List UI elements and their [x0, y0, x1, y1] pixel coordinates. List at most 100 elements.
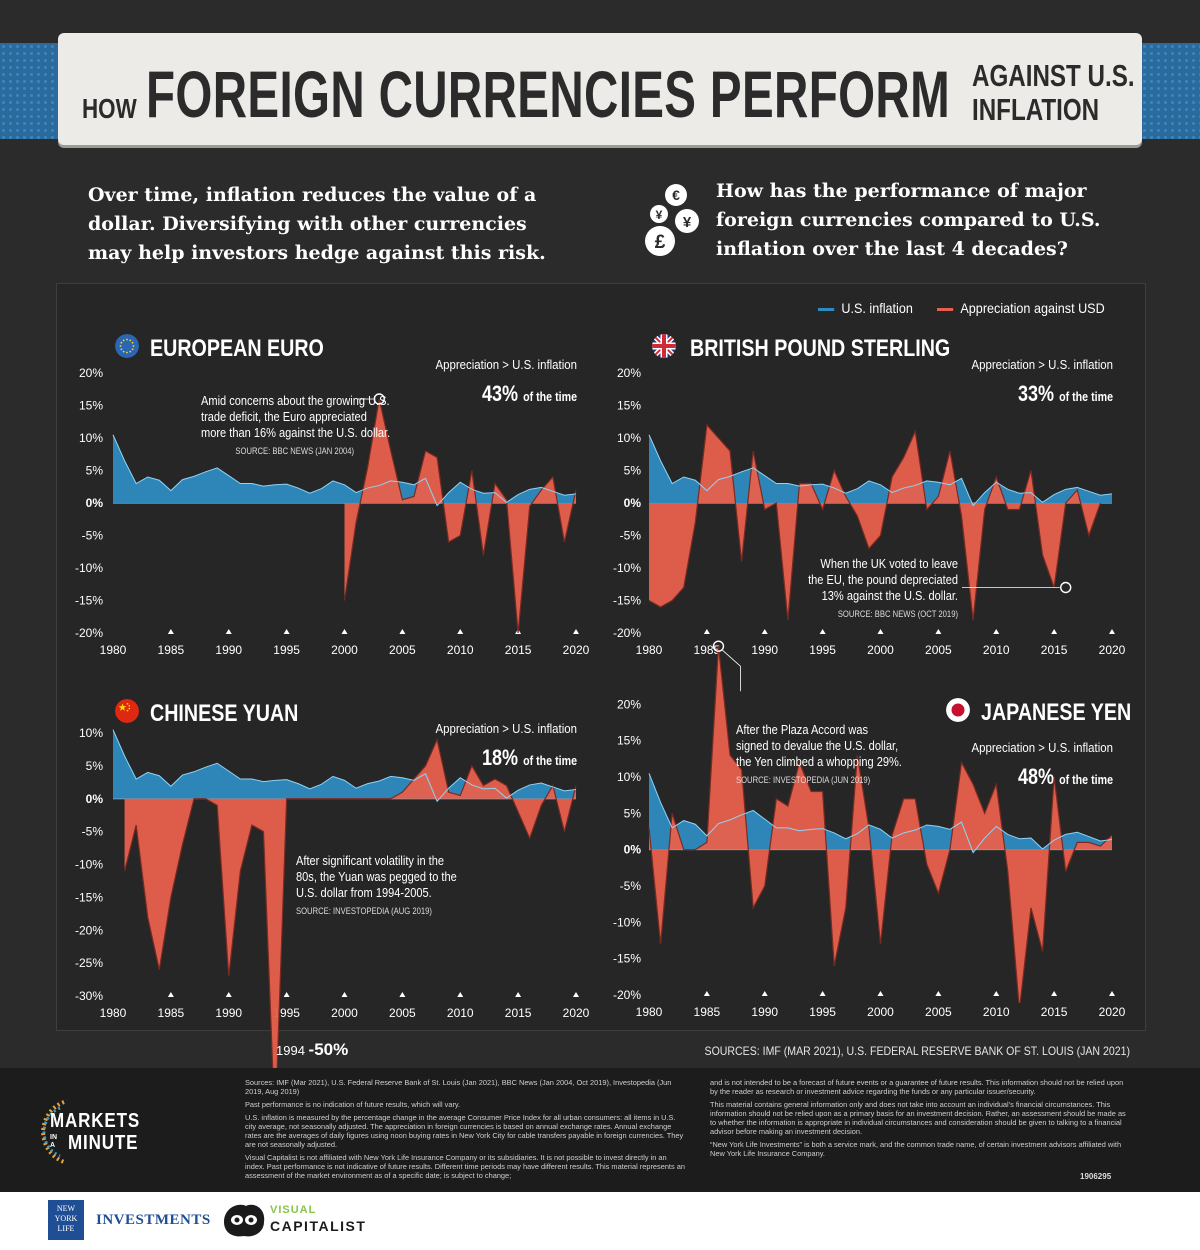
disclaimer-sources: Sources: IMF (Mar 2021), U.S. Federal Re… [245, 1078, 672, 1096]
yuan-x-tick-label: 2015 [505, 1006, 532, 1020]
bottom-bar [0, 1192, 1200, 1250]
japan-flag-icon [946, 698, 970, 722]
yuan-y-tick-label: 10% [79, 726, 103, 740]
disclaimer-inflation-method: U.S. inflation is measured by the percen… [245, 1113, 684, 1149]
pound-y-tick-label: -5% [620, 529, 642, 543]
euro-stat: 43% of the time [413, 381, 577, 407]
euro-y-tick-label: -5% [82, 529, 104, 543]
euro-x-tick-marker [399, 629, 406, 634]
euro-annotation: Amid concerns about the growing U.S. tra… [201, 393, 391, 459]
nyl-line2: YORK [54, 1214, 78, 1223]
yen-annotation-line1: After the Plaza Accord was [736, 722, 869, 737]
yuan-y-tick-label: 5% [86, 759, 104, 773]
euro-x-tick-label: 2005 [389, 643, 416, 657]
euro-x-tick-label: 2015 [505, 643, 532, 657]
yuan-y-tick-label: -30% [75, 989, 103, 1003]
intro-right-line3: inflation over the last 4 decades? [716, 238, 1068, 260]
disclaimer-trade-name: “New York Life Investments” is both a se… [710, 1140, 1122, 1158]
euro-annotation-line3: more than 16% against the U.S. dollar. [201, 425, 391, 440]
yuan-y-tick-label: -15% [75, 890, 103, 904]
yen-x-tick-label: 2020 [1099, 1005, 1126, 1019]
euro-y-tick-label: -10% [75, 561, 103, 575]
yen-annotation-marker [712, 640, 725, 652]
yuan-annotation-source: SOURCE: INVESTOPEDIA (AUG 2019) [296, 906, 432, 916]
pound-x-tick-marker [819, 629, 826, 634]
intro-left-line3: may help investors hedge against this ri… [88, 242, 546, 264]
yuan-x-tick-marker [399, 992, 406, 997]
euro-y-tick-label: 20% [79, 366, 103, 380]
pound-stat-suffix: of the time [1059, 389, 1113, 404]
pound-x-tick-marker [1109, 629, 1115, 634]
yen-y-tick-label: -10% [613, 915, 641, 929]
euro-y-tick-label: 0% [86, 496, 104, 510]
legend-inflation: U.S. inflation [818, 300, 913, 316]
yuan-series-group [112, 729, 577, 1068]
yen-appreciation-line [648, 646, 1113, 1003]
euro-x-tick-label: 1995 [273, 643, 300, 657]
yen-y-tick-label: 20% [617, 697, 641, 711]
legend-appreciation: Appreciation against USD [937, 300, 1105, 316]
eu-flag-icon [115, 334, 139, 358]
yen-stat-value: 48% [1017, 764, 1055, 789]
footer-disclaimer-right: and is not intended to be a forecast of … [710, 1078, 1130, 1162]
yen-x-tick-label: 2010 [983, 1005, 1010, 1019]
yuan-appreciation-line [123, 737, 577, 1068]
intro-right: How has the performance of major foreign… [716, 177, 1100, 264]
yuan-1994-callout: 1994 -50% [276, 1040, 348, 1060]
yen-stat: 48% of the time [949, 764, 1113, 790]
pound-annotation-line3: 13% against the U.S. dollar. [821, 588, 958, 603]
pound-x-tick-marker [993, 629, 1000, 634]
yuan-y-tick-label: -25% [75, 956, 103, 970]
pound-y-tick-label: -10% [613, 561, 641, 575]
pound-stat-label: Appreciation > U.S. inflation [971, 357, 1113, 372]
yuan-x-tick-label: 2020 [563, 1006, 590, 1020]
pound-x-tick-label: 1995 [809, 643, 836, 657]
yen-x-tick-label: 2015 [1041, 1005, 1068, 1019]
yen-x-tick-marker [993, 991, 1000, 996]
euro-y-tick-label: 10% [79, 431, 103, 445]
euro-x-tick-label: 1980 [100, 643, 127, 657]
yen-appreciation-area [649, 646, 1112, 1003]
new-york-life-logo: NEW YORK LIFE [48, 1200, 84, 1240]
euro-x-tick-marker [341, 629, 348, 634]
header-subtitle-line1: AGAINST U.S. [972, 58, 1135, 93]
euro-x-tick-marker [283, 629, 290, 634]
pound-y-tick-label: 5% [624, 464, 642, 478]
yen-x-tick-marker [935, 991, 942, 996]
yuan-annotation: After significant volatility in the 80s,… [296, 853, 457, 919]
capitalist-wordmark: CAPITALIST [270, 1218, 367, 1234]
pound-annotation: When the UK voted to leave the EU, the p… [807, 556, 958, 622]
pound-x-tick-label: 2020 [1099, 643, 1126, 657]
yen-y-tick-label: 10% [617, 770, 641, 784]
yen-series-group [648, 646, 1113, 1003]
pound-x-tick-label: 1990 [751, 643, 778, 657]
svg-text:£: £ [655, 232, 666, 253]
yen-stat-label: Appreciation > U.S. inflation [971, 740, 1113, 755]
markets-in-a-minute-dial-icon [41, 1100, 65, 1164]
yuan-x-tick-marker [573, 992, 579, 997]
euro-stat-suffix: of the time [523, 389, 577, 404]
yuan-annotation-line2: 80s, the Yuan was pegged to the [296, 869, 457, 884]
yen-x-tick-marker [1051, 991, 1058, 996]
yen-y-tick-label: 0% [624, 843, 642, 857]
pound-x-tick-label: 2000 [867, 643, 894, 657]
pound-appreciation-line [648, 423, 1101, 621]
euro-y-tick-label: -20% [75, 626, 103, 640]
euro-x-tick-marker [167, 629, 174, 634]
china-flag-icon [115, 699, 139, 723]
yuan-x-tick-label: 2005 [389, 1006, 416, 1020]
euro-x-tick-label: 1985 [158, 643, 185, 657]
legend-inflation-swatch [818, 307, 835, 311]
euro-inflation-area [113, 434, 576, 506]
yuan-x-tick-label: 1985 [158, 1006, 185, 1020]
euro-annotation-line2: trade deficit, the Euro appreciated [201, 409, 367, 424]
euro-annotation-source: SOURCE: BBC NEWS (JAN 2004) [235, 446, 354, 456]
yuan-x-tick-marker [341, 992, 348, 997]
pound-x-tick-marker [1051, 629, 1058, 634]
brand-a: A [50, 1142, 56, 1149]
pound-appreciation-area [649, 425, 1101, 620]
yuan-x-tick-marker [515, 992, 522, 997]
svg-text:¥: ¥ [683, 214, 692, 231]
pound-y-tick-label: -15% [613, 594, 641, 608]
yen-annotation: After the Plaza Accord was signed to dev… [736, 722, 902, 788]
